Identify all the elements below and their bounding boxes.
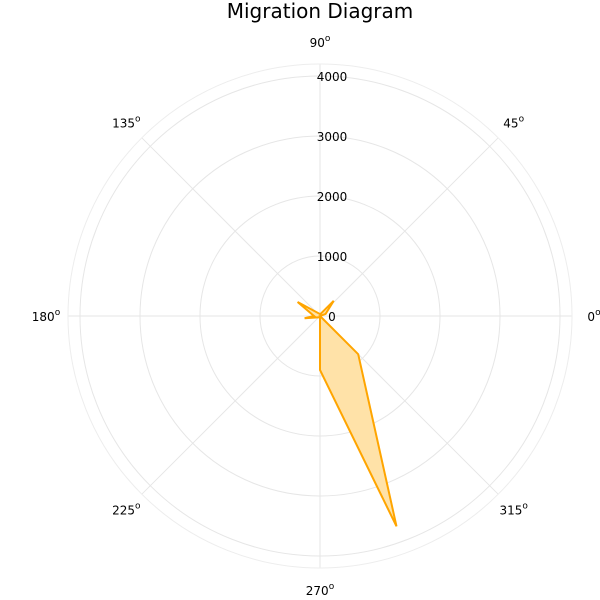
spoke-225 — [141, 315, 321, 495]
grid-ring-4000 — [79, 75, 561, 557]
angle-tick-label: 45o — [503, 114, 524, 130]
radial-tick-label: 2000 — [317, 190, 348, 204]
radial-tick-label: 3000 — [317, 130, 348, 144]
chart-title: Migration Diagram — [227, 0, 414, 23]
outer-ring — [67, 63, 573, 569]
angle-tick-label: 90o — [310, 34, 331, 50]
series-layer — [296, 300, 398, 527]
polar-grid — [67, 63, 573, 569]
angle-tick-label: 0o — [587, 308, 600, 324]
grid-ring-1000 — [259, 255, 381, 377]
angle-tick-label: 225o — [112, 502, 141, 518]
angle-tick-label: 135o — [112, 114, 141, 130]
series-area-0 — [297, 300, 397, 527]
grid-ring-3000 — [139, 135, 501, 497]
angle-tick-label: 180o — [32, 308, 61, 324]
spoke-135 — [141, 137, 321, 317]
angle-tick-label: 270o — [306, 582, 335, 598]
radial-tick-label: 4000 — [317, 70, 348, 84]
spoke-45 — [319, 137, 499, 317]
angle-tick-label: 315o — [499, 502, 528, 518]
label-layer: 0 1000 2000 3000 4000 0o 45o 90o 135o 180o 225o 270… — [32, 34, 600, 598]
radial-tick-label: 1000 — [317, 250, 348, 264]
radial-tick-label: 0 — [328, 310, 336, 324]
series-line-0 — [296, 300, 398, 527]
grid-ring-2000 — [199, 195, 441, 437]
